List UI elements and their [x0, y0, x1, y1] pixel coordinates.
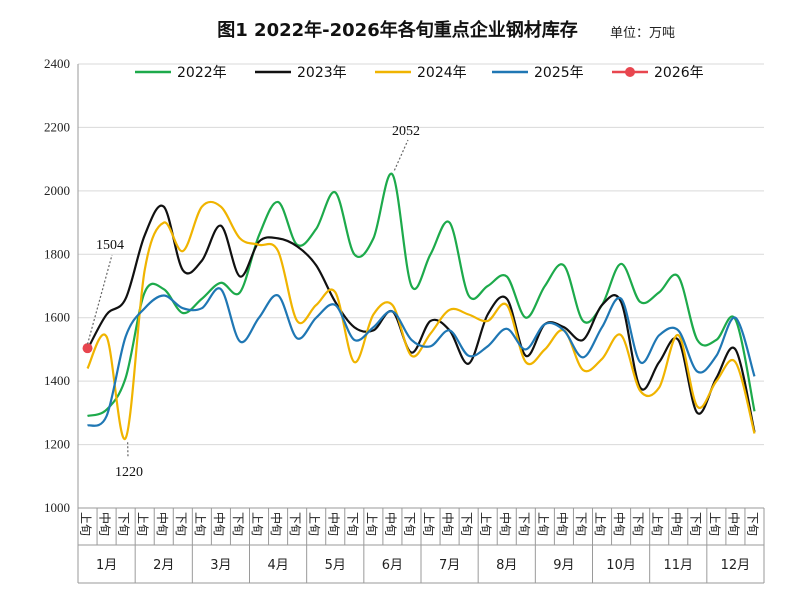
x-tick-label: 下旬 [631, 512, 645, 536]
legend-label: 2023年 [297, 65, 347, 81]
x-tick-label: 下旬 [288, 512, 302, 536]
series-point-2026年 [82, 343, 93, 354]
x-tick-label: 中旬 [441, 512, 456, 536]
month-label: 8月 [496, 558, 517, 573]
x-tick-label: 上旬 [136, 512, 150, 536]
legend-label: 2026年 [654, 65, 704, 81]
month-label: 1月 [96, 558, 117, 573]
series-line-2023年 [86, 204, 756, 433]
month-label: 2月 [153, 558, 174, 573]
annotation-1504: 1504 [96, 238, 124, 253]
y-tick-label: 1800 [44, 246, 70, 261]
x-tick-label: 中旬 [726, 512, 741, 536]
x-tick-label: 中旬 [383, 512, 398, 536]
legend-label: 2024年 [417, 65, 467, 81]
month-label: 12月 [721, 558, 751, 573]
x-tick-label: 下旬 [402, 512, 416, 536]
annotation-1220: 1220 [115, 465, 143, 480]
x-tick-label: 上旬 [650, 512, 664, 536]
x-tick-label: 上旬 [536, 512, 550, 536]
legend-label: 2025年 [534, 65, 584, 81]
x-tick-label: 上旬 [479, 512, 493, 536]
x-tick-label: 上旬 [593, 512, 607, 536]
x-tick-label: 下旬 [517, 512, 531, 536]
y-tick-label: 2200 [44, 119, 70, 134]
y-tick-label: 1600 [44, 310, 70, 325]
annotation-2052: 2052 [392, 124, 420, 139]
x-tick-label: 下旬 [460, 512, 474, 536]
x-tick-label: 下旬 [745, 512, 759, 536]
x-tick-label: 中旬 [669, 512, 684, 536]
x-tick-label: 上旬 [307, 512, 321, 536]
month-label: 11月 [663, 558, 693, 573]
series-line-2022年 [87, 172, 756, 418]
annotation-leader [393, 139, 409, 171]
x-tick-label: 下旬 [231, 512, 245, 536]
month-label: 4月 [267, 558, 288, 573]
x-tick-label: 下旬 [574, 512, 588, 536]
x-tick-label: 下旬 [345, 512, 359, 536]
month-label: 5月 [325, 558, 346, 573]
x-tick-label: 上旬 [422, 512, 436, 536]
chart-title: 图1 2022年-2026年各旬重点企业钢材库存 [217, 20, 578, 41]
x-tick-label: 中旬 [612, 512, 627, 536]
x-tick-label: 下旬 [117, 512, 131, 536]
month-label: 6月 [382, 558, 403, 573]
series-line-2025年 [87, 287, 756, 427]
month-label: 9月 [553, 558, 574, 573]
annotation-leader [86, 254, 113, 345]
y-tick-label: 1000 [44, 500, 70, 515]
y-tick-label: 1400 [44, 373, 70, 388]
x-tick-label: 中旬 [98, 512, 113, 536]
x-tick-label: 中旬 [269, 512, 284, 536]
month-label: 7月 [439, 558, 460, 573]
month-label: 3月 [210, 558, 231, 573]
x-tick-label: 上旬 [193, 512, 207, 536]
x-tick-label: 下旬 [174, 512, 188, 536]
x-tick-label: 上旬 [79, 512, 93, 536]
x-tick-label: 中旬 [212, 512, 227, 536]
y-tick-label: 1200 [44, 437, 70, 452]
x-tick-label: 上旬 [364, 512, 378, 536]
series-line-2024年 [86, 200, 756, 440]
month-label: 10月 [606, 558, 636, 573]
legend-marker [625, 67, 635, 77]
y-tick-label: 2400 [44, 56, 70, 71]
y-tick-label: 2000 [44, 183, 70, 198]
x-tick-label: 上旬 [250, 512, 264, 536]
x-tick-label: 下旬 [688, 512, 702, 536]
x-tick-label: 中旬 [555, 512, 570, 536]
x-tick-label: 中旬 [326, 512, 341, 536]
legend-label: 2022年 [177, 65, 227, 81]
x-tick-label: 上旬 [707, 512, 721, 536]
x-tick-label: 中旬 [155, 512, 170, 536]
unit-label: 单位：万吨 [610, 26, 676, 41]
x-tick-label: 中旬 [498, 512, 513, 536]
